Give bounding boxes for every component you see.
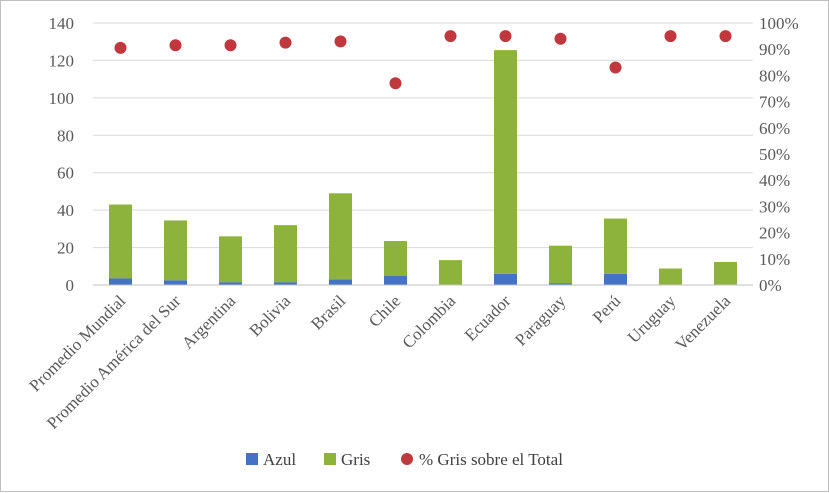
y2-tick-label: 0% (759, 276, 782, 295)
y-tick-label: 0 (66, 276, 75, 295)
bar-gris (604, 218, 627, 274)
y2-tick-label: 60% (759, 119, 790, 138)
y-tick-label: 20 (57, 239, 74, 258)
bar-gris (659, 268, 682, 285)
bar-gris (384, 241, 407, 276)
point-pct-gris (554, 32, 567, 45)
category-label: Ecuador (461, 291, 515, 345)
y2-tick-label: 40% (759, 171, 790, 190)
bar-azul (384, 275, 407, 285)
bar-azul (109, 278, 132, 285)
bar-gris (329, 193, 352, 280)
category-label: Colombia (398, 291, 459, 352)
bar-gris (439, 260, 462, 285)
bar-gris (549, 245, 572, 284)
y-tick-label: 100 (49, 89, 75, 108)
category-label: Venezuela (672, 291, 735, 354)
y2-tick-label: 70% (759, 93, 790, 112)
bar-azul (219, 282, 242, 285)
y-axis-left: 0 20 40 60 80 100 120 140 (49, 14, 75, 295)
category-label: Bolivia (245, 291, 294, 340)
point-pct-gris (664, 30, 677, 43)
y2-tick-label: 10% (759, 250, 790, 269)
point-pct-gris (334, 35, 347, 48)
bar-azul (604, 273, 627, 285)
point-pct-gris (444, 30, 457, 43)
bar-gris (494, 50, 517, 274)
legend: Azul Gris % Gris sobre el Total (246, 450, 563, 469)
category-label: Paraguay (511, 291, 570, 350)
point-pct-gris (169, 39, 182, 52)
category-label: Argentina (178, 291, 240, 353)
y-tick-label: 140 (49, 14, 75, 33)
legend-marker-pct-gris (401, 453, 413, 465)
y2-tick-label: 20% (759, 224, 790, 243)
y2-tick-label: 100% (759, 14, 799, 33)
legend-swatch-azul (246, 453, 258, 465)
point-pct-gris (224, 39, 237, 52)
bar-azul (329, 279, 352, 285)
y-tick-label: 120 (49, 51, 75, 70)
bar-gris (164, 220, 187, 281)
point-pct-gris (114, 41, 127, 54)
y2-tick-label: 30% (759, 197, 790, 216)
legend-label-azul: Azul (263, 450, 296, 469)
point-pct-gris (609, 61, 622, 74)
y2-tick-label: 80% (759, 66, 790, 85)
point-pct-gris (279, 36, 292, 49)
category-label: Uruguay (624, 291, 680, 347)
point-pct-gris (499, 30, 512, 43)
point-pct-gris (719, 30, 732, 43)
point-pct-gris (389, 77, 402, 90)
bars (109, 50, 737, 285)
y2-tick-label: 90% (759, 40, 790, 59)
legend-swatch-gris (324, 453, 336, 465)
category-label: Chile (365, 291, 404, 330)
y-tick-label: 40 (57, 201, 74, 220)
category-label: Promedio Mundial (25, 291, 129, 395)
category-label: Brasil (307, 291, 349, 333)
gridlines (93, 22, 753, 286)
category-label: Perú (589, 291, 625, 327)
bar-gris (219, 236, 242, 283)
legend-label-gris: Gris (341, 450, 370, 469)
bar-azul (164, 280, 187, 285)
y-tick-label: 60 (57, 164, 74, 183)
bar-azul (274, 282, 297, 285)
y2-tick-label: 50% (759, 145, 790, 164)
y-tick-label: 80 (57, 126, 74, 145)
bar-gris (109, 204, 132, 279)
bar-azul (494, 273, 517, 285)
bar-gris (714, 261, 737, 285)
bar-gris (274, 225, 297, 283)
points (114, 30, 732, 90)
bar-azul (549, 283, 572, 285)
y-axis-right: 0% 10% 20% 30% 40% 50% 60% 70% 80% 90% 100% (759, 14, 799, 295)
legend-label-pct-gris: % Gris sobre el Total (419, 450, 563, 469)
